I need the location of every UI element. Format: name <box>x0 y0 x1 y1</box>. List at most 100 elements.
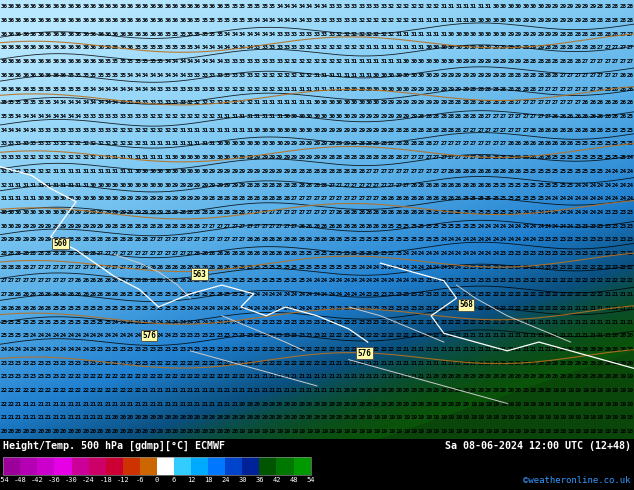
Text: 21: 21 <box>373 361 380 366</box>
Text: 24: 24 <box>358 265 365 270</box>
Text: 28: 28 <box>500 100 507 105</box>
Text: 34: 34 <box>150 73 157 78</box>
Text: 29: 29 <box>418 87 425 92</box>
Text: 24: 24 <box>142 333 149 338</box>
Text: 21: 21 <box>604 292 611 297</box>
Text: 29: 29 <box>463 59 470 64</box>
Text: 33: 33 <box>231 59 238 64</box>
Text: 26: 26 <box>537 128 544 133</box>
Text: 35: 35 <box>150 46 157 50</box>
Text: 23: 23 <box>560 251 567 256</box>
Text: 31: 31 <box>15 196 22 201</box>
Text: 36: 36 <box>15 32 22 37</box>
Text: 28: 28 <box>388 128 395 133</box>
Text: 24: 24 <box>448 251 455 256</box>
Text: 25: 25 <box>530 169 537 174</box>
Text: 36: 36 <box>90 32 97 37</box>
Text: 35: 35 <box>179 32 186 37</box>
Text: 31: 31 <box>164 142 171 147</box>
Text: 22: 22 <box>224 374 231 379</box>
Text: 32: 32 <box>217 100 224 105</box>
Text: 19: 19 <box>507 402 514 407</box>
Text: 29: 29 <box>217 182 224 188</box>
Text: 30: 30 <box>209 155 216 160</box>
Text: 27: 27 <box>164 237 171 243</box>
Text: 29: 29 <box>306 155 313 160</box>
Text: 22: 22 <box>254 361 261 366</box>
Text: 34: 34 <box>45 114 52 119</box>
Text: 25: 25 <box>269 278 276 283</box>
Text: 23: 23 <box>231 347 238 352</box>
Text: 25: 25 <box>313 251 321 256</box>
Text: 19: 19 <box>612 416 619 420</box>
Text: 25: 25 <box>172 292 179 297</box>
Text: 22: 22 <box>186 374 194 379</box>
Text: 34: 34 <box>186 59 194 64</box>
Text: 30: 30 <box>344 114 351 119</box>
Text: 23: 23 <box>522 251 529 256</box>
Text: 29: 29 <box>202 182 209 188</box>
Text: 23: 23 <box>313 306 321 311</box>
Text: 20: 20 <box>380 388 387 393</box>
Text: 24: 24 <box>590 210 597 215</box>
Text: 36: 36 <box>0 4 7 9</box>
Text: 26: 26 <box>224 265 231 270</box>
Text: 34: 34 <box>321 4 328 9</box>
Text: 28: 28 <box>194 223 201 229</box>
Text: 22: 22 <box>217 361 224 366</box>
Text: 22: 22 <box>388 347 395 352</box>
Text: 25: 25 <box>455 210 462 215</box>
Text: 27: 27 <box>373 182 380 188</box>
Text: 28: 28 <box>351 169 358 174</box>
Text: 26: 26 <box>493 169 500 174</box>
Text: 22: 22 <box>224 361 231 366</box>
Text: 29: 29 <box>380 114 387 119</box>
Text: 32: 32 <box>321 46 328 50</box>
Text: 28: 28 <box>597 18 604 23</box>
Text: 34: 34 <box>60 100 67 105</box>
Text: 30: 30 <box>448 46 455 50</box>
Text: 27: 27 <box>493 128 500 133</box>
Text: 21: 21 <box>97 416 104 420</box>
Text: 25: 25 <box>179 306 186 311</box>
Text: 21: 21 <box>410 361 417 366</box>
Text: 31: 31 <box>396 46 403 50</box>
Text: 27: 27 <box>552 100 559 105</box>
Text: 31: 31 <box>276 100 283 105</box>
Text: 30: 30 <box>396 73 403 78</box>
Text: 36: 36 <box>60 18 67 23</box>
Text: 20: 20 <box>134 416 141 420</box>
Text: 23: 23 <box>60 361 67 366</box>
Text: 22: 22 <box>254 347 261 352</box>
Text: 24: 24 <box>344 292 351 297</box>
Text: 26: 26 <box>328 223 335 229</box>
Text: 30: 30 <box>299 114 306 119</box>
Text: 26: 26 <box>470 182 477 188</box>
Text: 27: 27 <box>224 223 231 229</box>
Text: 27: 27 <box>433 169 440 174</box>
Text: 28: 28 <box>627 4 634 9</box>
Text: 20: 20 <box>470 388 477 393</box>
Text: 27: 27 <box>53 265 60 270</box>
Text: 36: 36 <box>23 59 30 64</box>
Text: 23: 23 <box>37 361 44 366</box>
Text: 25: 25 <box>552 182 559 188</box>
Text: 26: 26 <box>261 237 268 243</box>
Text: 19: 19 <box>507 429 514 434</box>
Text: 32: 32 <box>194 114 201 119</box>
Text: 20: 20 <box>582 361 589 366</box>
Text: 27: 27 <box>545 100 552 105</box>
Text: 24: 24 <box>560 196 567 201</box>
Text: 27: 27 <box>493 114 500 119</box>
Text: 19: 19 <box>470 429 477 434</box>
Text: 27: 27 <box>515 100 522 105</box>
Text: 26: 26 <box>0 306 7 311</box>
Text: 21: 21 <box>590 319 597 324</box>
Text: 25: 25 <box>82 319 89 324</box>
Text: 29: 29 <box>336 128 343 133</box>
Text: 28: 28 <box>597 32 604 37</box>
Text: 28: 28 <box>560 32 567 37</box>
Text: 27: 27 <box>440 155 448 160</box>
Text: 19: 19 <box>433 416 440 420</box>
Text: 25: 25 <box>358 237 365 243</box>
